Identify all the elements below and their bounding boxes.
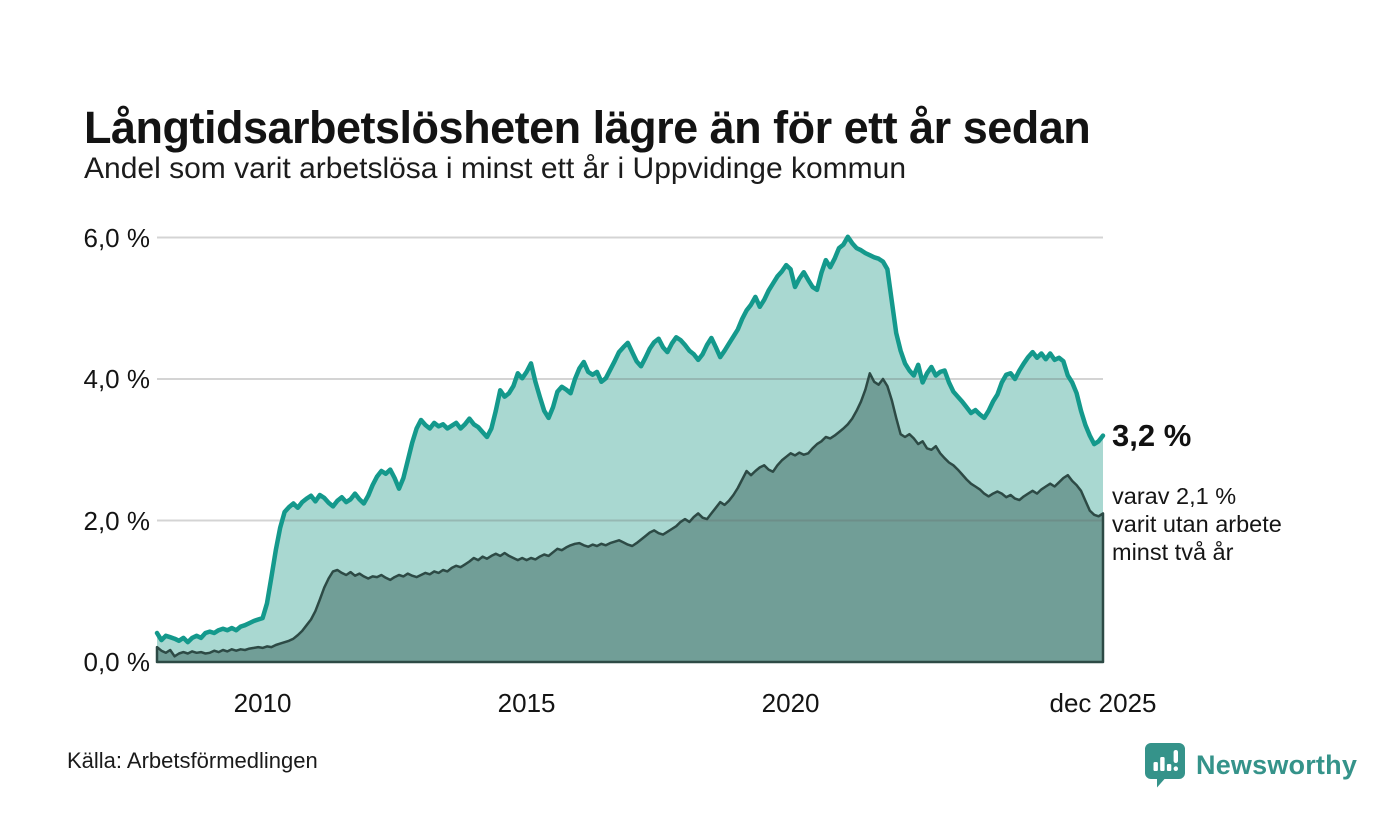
end-value-subline: minst två år [1112, 539, 1234, 565]
brand-logo: Newsworthy [1144, 742, 1357, 788]
end-value-sublabel: varav 2,1 % varit utan arbete minst två … [1112, 482, 1282, 566]
series-line-0 [154, 234, 1106, 645]
page-title: Långtidsarbetslösheten lägre än för ett … [84, 102, 1091, 154]
series-area-0 [157, 236, 1103, 663]
y-tick-label: 6,0 % [83, 222, 151, 253]
end-value-label: 3,2 % [1112, 418, 1192, 453]
series-area-1 [157, 373, 1103, 662]
x-tick-label: dec 2025 [1049, 688, 1157, 718]
y-tick-label: 4,0 % [83, 364, 151, 394]
x-tick-label: 2015 [497, 688, 556, 718]
end-value-subline: varit utan arbete [1112, 511, 1282, 537]
newsworthy-icon [1145, 743, 1185, 788]
source-note: Källa: Arbetsförmedlingen [67, 748, 318, 773]
y-tick-label: 0,0 % [83, 647, 151, 677]
end-value-subline: varav 2,1 % [1112, 483, 1237, 509]
series-line-1 [155, 372, 1105, 664]
x-tick-label: 2020 [761, 688, 820, 718]
y-tick-label: 2,0 % [83, 505, 151, 536]
brand-name: Newsworthy [1196, 749, 1358, 780]
x-tick-label: 2010 [233, 688, 292, 718]
chart-subtitle: Andel som varit arbetslösa i minst ett å… [84, 152, 907, 185]
